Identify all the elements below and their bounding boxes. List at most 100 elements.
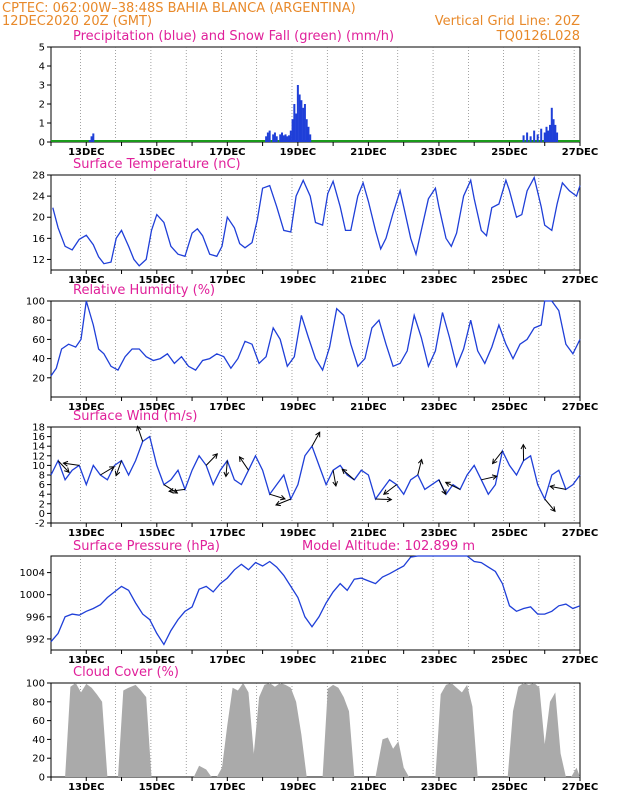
precip-bar [296, 85, 299, 142]
panel-subtitle: Model Altitude: 102.899 m [302, 539, 475, 554]
panel-title: Surface Temperature (nC) [73, 157, 241, 172]
y-tick-label: 20 [32, 373, 45, 384]
x-tick-label: 17DEC [209, 655, 245, 666]
x-tick-label: 19DEC [280, 402, 316, 413]
x-tick-label: 27DEC [562, 655, 598, 666]
x-tick-label: 17DEC [209, 782, 245, 793]
y-tick-label: 100 [26, 679, 45, 690]
y-tick-label: -2 [35, 519, 45, 530]
x-tick-label: 23DEC [421, 147, 457, 158]
y-tick-label: 12 [32, 451, 45, 462]
x-tick-label: 23DEC [421, 528, 457, 539]
panel-5: 13DEC 15DEC 17DEC 19DEC 21DEC 23DEC 25DEC 27DEC… [20, 539, 599, 666]
x-tick-label: 27DEC [562, 402, 598, 413]
wind-arrow-head [491, 474, 498, 480]
x-tick-label: 21DEC [350, 528, 386, 539]
precip-bar [540, 128, 543, 142]
wind-arrow-head [341, 468, 348, 475]
wind-arrow-head [315, 431, 321, 438]
wind-arrow-head [223, 471, 230, 478]
wind-arrow-head [550, 506, 556, 513]
precip-bar [554, 124, 557, 142]
x-tick-label: 23DEC [421, 402, 457, 413]
panels: 13DEC 15DEC 17DEC 19DEC 21DEC 23DEC 25DEC 27DEC… [20, 29, 599, 793]
x-tick-label: 17DEC [209, 275, 245, 286]
precip-bar [549, 124, 552, 142]
wind-arrow [311, 431, 321, 447]
precip-bar [533, 130, 536, 142]
y-tick-label: 6 [39, 480, 45, 491]
precip-bar [295, 113, 298, 142]
wind-arrow-head [382, 489, 389, 495]
wind-arrow [417, 459, 423, 476]
wind-arrow [205, 453, 218, 466]
precip-bar [279, 134, 282, 142]
x-tick-label: 27DEC [562, 147, 598, 158]
wind-arrow-head [491, 458, 498, 465]
y-tick-label: 1004 [20, 568, 45, 579]
x-tick-label: 23DEC [421, 275, 457, 286]
panel-6: 13DEC 15DEC 17DEC 19DEC 21DEC 23DEC 25DEC 27DEC… [26, 665, 598, 793]
x-tick-label: 19DEC [280, 655, 316, 666]
wind-arrow [57, 460, 70, 473]
precip-bar [543, 132, 546, 142]
y-tick-label: 996 [26, 612, 45, 623]
wind-arrow-head [549, 484, 556, 490]
wind-arrow-head [520, 443, 527, 450]
y-tick-label: 20 [32, 213, 45, 224]
precip-bar [293, 104, 296, 142]
precip-bar [545, 126, 548, 142]
y-tick-label: 16 [32, 234, 45, 245]
y-tick-label: 1 [39, 119, 45, 130]
wind-arrow-head [332, 481, 338, 488]
wind-arrow [275, 498, 292, 506]
precip-bar [88, 140, 91, 142]
wind-arrow-head [109, 466, 115, 472]
precip-bar [307, 126, 310, 142]
wind-arrow-head [280, 494, 286, 501]
precip-bar [550, 107, 553, 142]
x-tick-label: 25DEC [491, 147, 527, 158]
wind-arrow-head [212, 453, 219, 459]
precip-bar [302, 107, 305, 142]
series-line [52, 175, 581, 267]
y-tick-label: 5 [39, 43, 45, 54]
y-tick-label: 100 [26, 297, 45, 308]
x-tick-label: 27DEC [562, 782, 598, 793]
y-tick-label: 4 [39, 490, 45, 501]
wind-arrow [544, 498, 556, 512]
x-tick-label: 19DEC [280, 147, 316, 158]
x-tick-label: 21DEC [350, 402, 386, 413]
precip-bar [272, 134, 275, 142]
header-grid-line-note: Vertical Grid Line: 20Z [435, 14, 580, 29]
precip-bar [280, 132, 283, 142]
wind-arrow [137, 426, 144, 442]
x-tick-label: 19DEC [280, 782, 316, 793]
plot-frame [50, 46, 581, 143]
x-tick-label: 19DEC [280, 275, 316, 286]
wind-arrow [445, 481, 461, 490]
header-model-id: TQ0126L028 [496, 29, 580, 44]
y-tick-label: 2 [39, 499, 45, 510]
x-tick-label: 15DEC [139, 275, 175, 286]
wind-arrow-head [62, 460, 69, 467]
y-tick-label: 80 [32, 316, 45, 327]
y-tick-label: 1000 [20, 590, 45, 601]
x-tick-label: 13DEC [68, 147, 104, 158]
wind-arrow-head [441, 489, 447, 496]
y-tick-label: 14 [32, 442, 45, 453]
x-tick-label: 25DEC [491, 528, 527, 539]
x-tick-label: 13DEC [68, 402, 104, 413]
wind-arrow [550, 485, 566, 490]
wind-arrow [341, 468, 355, 481]
precip-bar [275, 136, 278, 142]
header-datetime: 12DEC2020 20Z (GMT) [2, 14, 152, 29]
precip-bar [265, 136, 268, 142]
y-tick-label: 4 [39, 62, 45, 73]
precip-bar [298, 94, 301, 142]
panel-title: Cloud Cover (%) [73, 665, 179, 680]
precip-bar [529, 136, 532, 142]
wind-arrow [332, 470, 337, 487]
plot-frame [50, 682, 581, 778]
